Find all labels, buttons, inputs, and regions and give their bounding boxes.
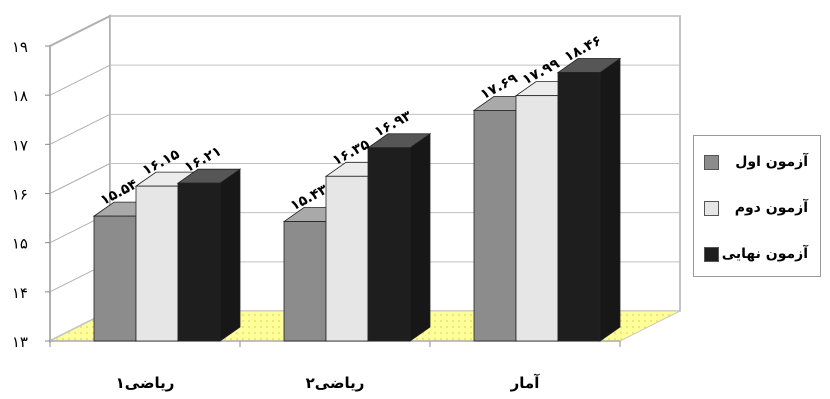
legend-label: آزمون دوم: [734, 200, 808, 216]
x-category-label: ریاضی۱: [116, 374, 175, 392]
bar: [366, 133, 432, 342]
bar-side: [219, 168, 241, 342]
y-tick-label: ۱۷: [12, 136, 28, 154]
gridline-side: [49, 15, 111, 47]
bar-front: [135, 185, 179, 342]
x-category-label: ریاضی۲: [306, 374, 365, 392]
y-tick-label: ۱۸: [12, 87, 28, 105]
bar-front: [367, 147, 411, 342]
bar: [176, 168, 242, 342]
bar-front: [515, 95, 559, 342]
bar-side: [409, 133, 431, 342]
legend-item: آزمون اول: [702, 152, 812, 172]
gridline-side: [49, 163, 111, 194]
legend-item: آزمون دوم: [702, 198, 812, 218]
legend-label: آزمون نهایی: [721, 246, 808, 262]
legend: آزمون اول آزمون دوم آزمون نهایی: [693, 135, 821, 277]
bar-front: [177, 182, 221, 342]
x-axis-categories: ریاضی۱ ریاضی۲ آمار: [116, 374, 541, 392]
legend-swatch-series-1: [704, 154, 719, 170]
gridline-side: [49, 64, 111, 96]
bar-front: [325, 175, 369, 342]
bar-side: [599, 57, 621, 342]
x-category-label: آمار: [510, 374, 541, 392]
bars: [92, 57, 622, 342]
y-tick-label: ۱۵: [12, 235, 28, 253]
bar-front: [283, 221, 327, 342]
legend-swatch-series-2: [704, 200, 719, 216]
bar-front: [473, 110, 517, 342]
y-tick-label: ۱۶: [12, 186, 28, 204]
y-tick-label: ۱۹: [12, 38, 28, 56]
y-tick-label: ۱۳: [12, 333, 28, 351]
bar: [556, 57, 622, 342]
gridline-side: [49, 113, 111, 145]
legend-item: آزمون نهایی: [702, 244, 812, 264]
legend-swatch-series-3: [704, 246, 719, 262]
y-tick-label: ۱۴: [12, 284, 28, 302]
bar-front: [93, 215, 137, 342]
bar-front: [557, 72, 601, 342]
legend-label: آزمون اول: [735, 154, 808, 170]
